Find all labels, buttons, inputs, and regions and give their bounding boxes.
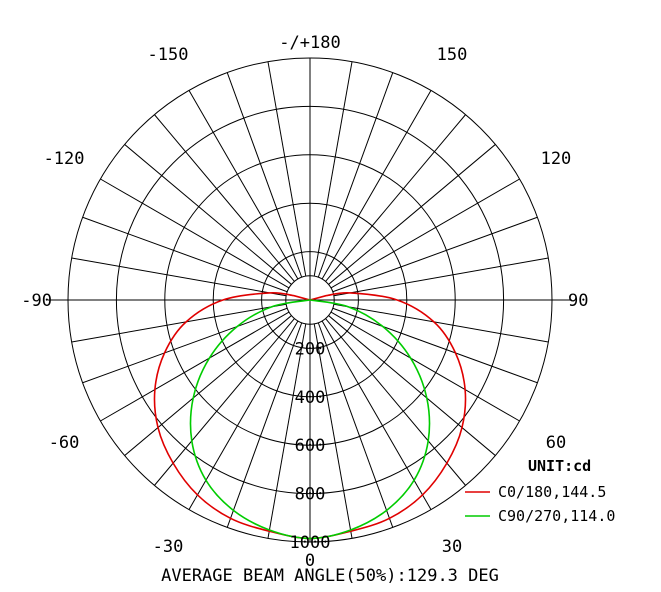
grid-spoke-70 <box>332 307 538 384</box>
grid-spoke-320 <box>154 318 295 486</box>
grid-spoke-250 <box>82 216 288 293</box>
grid-spoke-230 <box>124 144 292 285</box>
grid-spoke-290 <box>82 307 288 384</box>
grid-spoke-350 <box>267 323 307 539</box>
angle-label-neg90: -90 <box>21 291 52 311</box>
angle-label-neg120: -120 <box>44 149 85 169</box>
angle-label-neg30: -30 <box>153 537 184 557</box>
grid-spoke-130 <box>328 144 496 285</box>
radial-tick-labels: 200 400 600 800 1000 <box>290 339 331 553</box>
grid-spoke-140 <box>325 114 466 282</box>
legend-label-c90: C90/270,114.0 <box>498 507 615 525</box>
grid-spoke-30 <box>321 320 432 510</box>
polar-grid <box>48 57 572 543</box>
grid-spoke-280 <box>71 303 287 343</box>
grid-spoke-310 <box>124 315 292 456</box>
grid-spoke-210 <box>188 90 299 280</box>
radial-tick-400: 400 <box>295 388 326 408</box>
grid-spoke-330 <box>188 320 299 510</box>
grid-spoke-80 <box>333 303 549 343</box>
angle-label-neg60: -60 <box>49 433 80 453</box>
grid-spoke-120 <box>330 178 520 289</box>
grid-spoke-340 <box>226 322 303 528</box>
beam-angle-caption: AVERAGE BEAM ANGLE(50%):129.3 DEG <box>161 566 499 586</box>
angle-label-0: 0 <box>305 551 315 571</box>
grid-spoke-20 <box>317 322 394 528</box>
grid-spoke-160 <box>317 72 394 278</box>
grid-spoke-50 <box>328 315 496 456</box>
grid-spoke-100 <box>333 257 549 297</box>
radial-tick-200: 200 <box>295 339 326 359</box>
grid-spoke-220 <box>154 114 295 282</box>
legend-label-c0: C0/180,144.5 <box>498 483 606 501</box>
grid-spoke-40 <box>325 318 466 486</box>
series-curves <box>153 291 467 540</box>
angle-label-90: 90 <box>568 291 588 311</box>
radial-tick-1000: 1000 <box>290 533 331 553</box>
radial-tick-800: 800 <box>295 485 326 505</box>
angle-label-180: -/+180 <box>279 33 340 53</box>
grid-spoke-190 <box>267 61 307 277</box>
angle-labels: -/+180 -150 150 -120 120 -90 90 -60 60 -30 30 0 <box>21 33 588 571</box>
grid-spoke-170 <box>313 61 353 277</box>
grid-spoke-300 <box>100 311 290 422</box>
grid-spoke-150 <box>321 90 432 280</box>
grid-spoke-200 <box>226 72 303 278</box>
grid-spoke-110 <box>332 216 538 293</box>
unit-label: UNIT:cd <box>528 457 591 475</box>
angle-label-150: 150 <box>437 45 468 65</box>
grid-spoke-240 <box>100 178 290 289</box>
radial-tick-600: 600 <box>295 436 326 456</box>
grid-spoke-260 <box>71 257 287 297</box>
angle-label-30: 30 <box>442 537 462 557</box>
series-curve-1 <box>189 299 431 540</box>
angle-label-60: 60 <box>546 433 566 453</box>
angle-label-neg150: -150 <box>148 45 189 65</box>
grid-spoke-60 <box>330 311 520 422</box>
legend: C0/180,144.5 C90/270,114.0 <box>465 483 615 525</box>
grid-spoke-10 <box>313 323 353 539</box>
angle-label-120: 120 <box>541 149 572 169</box>
